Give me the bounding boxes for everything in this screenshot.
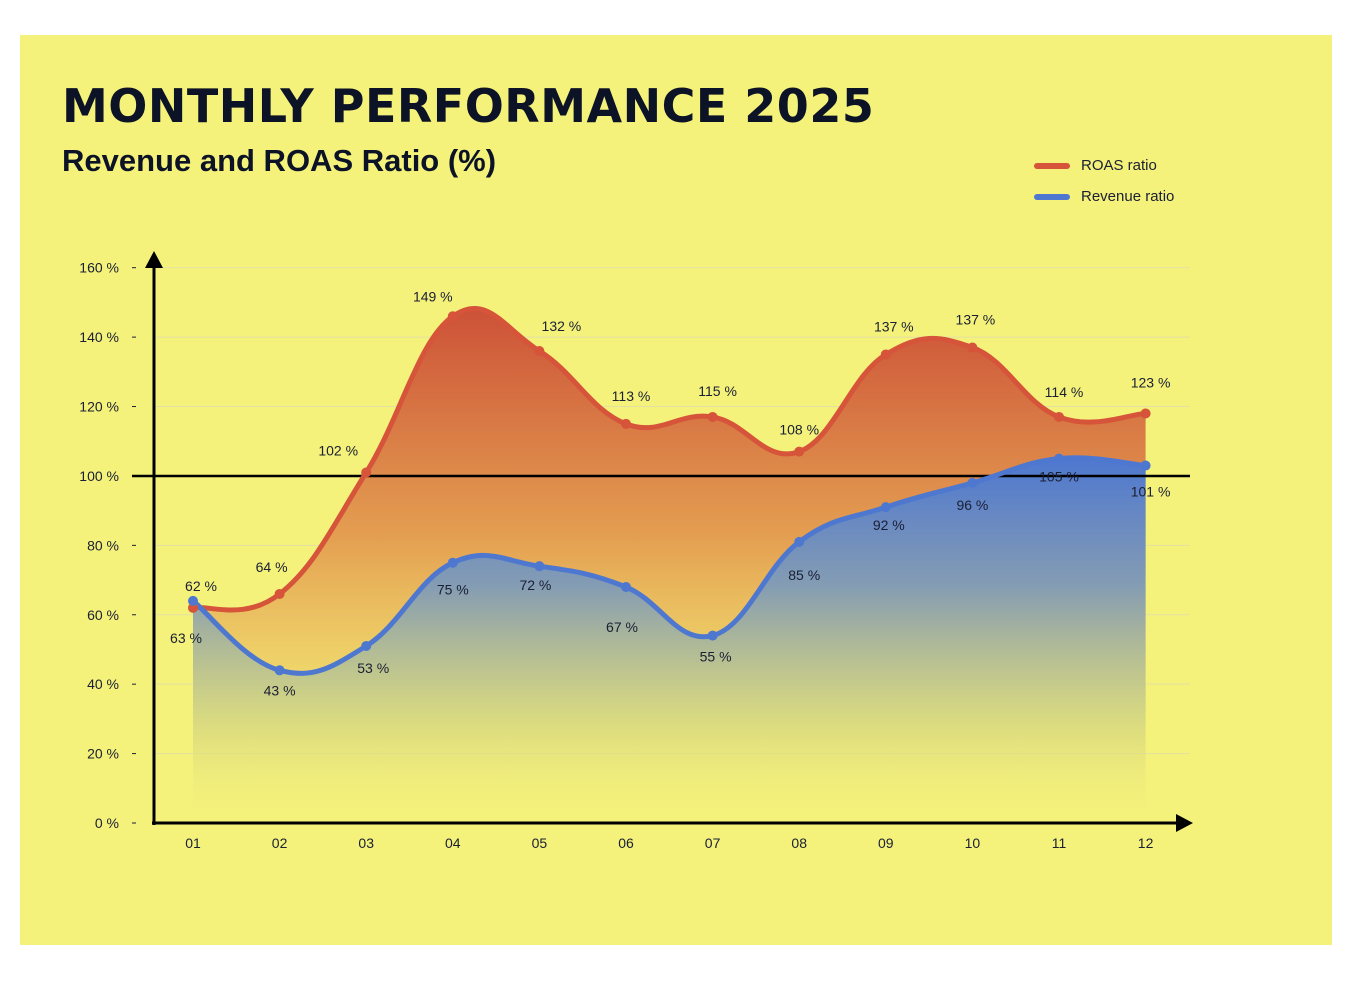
revenue-data-label: 72 % bbox=[519, 577, 551, 593]
revenue-data-label: 105 % bbox=[1039, 469, 1079, 485]
legend-label-roas: ROAS ratio bbox=[1081, 157, 1157, 174]
roas-data-label: 123 % bbox=[1131, 374, 1171, 390]
y-tick-label: 80 % bbox=[87, 537, 119, 553]
revenue-data-label: 85 % bbox=[788, 567, 820, 583]
revenue-data-label: 55 % bbox=[700, 649, 732, 665]
revenue-data-label: 67 % bbox=[606, 619, 638, 635]
revenue-data-label: 43 % bbox=[264, 682, 296, 698]
revenue-data-label: 53 % bbox=[357, 660, 389, 676]
y-tick-label: 20 % bbox=[87, 746, 119, 762]
revenue-data-label: 101 % bbox=[1131, 484, 1171, 500]
roas-point bbox=[1054, 411, 1064, 422]
legend-item-revenue: Revenue ratio bbox=[1034, 181, 1234, 212]
revenue-point bbox=[447, 557, 458, 568]
x-tick-label: 11 bbox=[1052, 835, 1067, 851]
x-tick-label: 05 bbox=[532, 835, 548, 851]
roas-point bbox=[188, 602, 198, 613]
revenue-point bbox=[880, 502, 891, 513]
x-tick-label: 09 bbox=[878, 835, 894, 851]
roas-data-label: 149 % bbox=[413, 288, 453, 304]
revenue-point bbox=[534, 561, 545, 572]
roas-data-label: 102 % bbox=[318, 442, 358, 458]
legend-swatch-revenue bbox=[1034, 193, 1070, 200]
revenue-point bbox=[274, 665, 285, 676]
roas-point bbox=[707, 411, 718, 422]
x-tick-label: 01 bbox=[185, 835, 201, 851]
x-tick-label: 02 bbox=[272, 835, 288, 851]
y-tick-label: 0 % bbox=[95, 815, 119, 831]
roas-data-label: 137 % bbox=[956, 312, 996, 328]
y-tick-label: 120 % bbox=[79, 399, 119, 415]
y-tick-label: 100 % bbox=[79, 468, 119, 484]
roas-point bbox=[967, 342, 978, 353]
y-tick-label: 140 % bbox=[79, 329, 119, 345]
roas-point bbox=[274, 588, 285, 599]
x-tick-label: 12 bbox=[1138, 835, 1154, 851]
legend: ROAS ratio Revenue ratio bbox=[1034, 150, 1234, 212]
roas-point bbox=[1140, 408, 1151, 419]
y-axis-arrow bbox=[145, 251, 163, 268]
revenue-point bbox=[1054, 453, 1064, 464]
roas-data-label: 114 % bbox=[1045, 384, 1084, 400]
x-tick-label: 03 bbox=[358, 835, 374, 851]
roas-point bbox=[794, 446, 805, 457]
revenue-data-label: 75 % bbox=[437, 582, 469, 598]
revenue-point bbox=[361, 640, 372, 651]
roas-data-label: 64 % bbox=[256, 559, 288, 575]
chart-subtitle: Revenue and ROAS Ratio (%) bbox=[62, 143, 497, 178]
revenue-point bbox=[707, 630, 718, 641]
roas-point bbox=[534, 345, 545, 356]
x-tick-label: 04 bbox=[445, 835, 461, 851]
x-tick-label: 10 bbox=[965, 835, 981, 851]
roas-point bbox=[361, 467, 372, 478]
y-tick-label: 40 % bbox=[87, 676, 119, 692]
revenue-point bbox=[794, 536, 805, 547]
revenue-data-label: 63 % bbox=[170, 630, 202, 646]
y-tick-label: 160 % bbox=[79, 260, 119, 276]
roas-point bbox=[447, 311, 458, 322]
revenue-data-label: 92 % bbox=[873, 517, 905, 533]
roas-data-label: 115 % bbox=[698, 383, 737, 399]
legend-item-roas: ROAS ratio bbox=[1034, 150, 1234, 181]
legend-label-revenue: Revenue ratio bbox=[1081, 188, 1175, 205]
roas-data-label: 113 % bbox=[612, 388, 651, 404]
chart-title: MONTHLY PERFORMANCE 2025 bbox=[62, 79, 875, 133]
roas-point bbox=[621, 418, 631, 429]
roas-data-label: 137 % bbox=[874, 318, 914, 334]
revenue-area bbox=[193, 457, 1146, 823]
roas-data-label: 132 % bbox=[542, 318, 582, 334]
revenue-point bbox=[188, 595, 198, 606]
x-axis-arrow bbox=[1176, 814, 1193, 832]
roas-point bbox=[880, 349, 891, 360]
revenue-point bbox=[621, 581, 631, 592]
legend-swatch-roas bbox=[1034, 162, 1070, 169]
revenue-point bbox=[1140, 460, 1151, 471]
revenue-point bbox=[967, 477, 978, 488]
x-tick-label: 07 bbox=[705, 835, 721, 851]
roas-data-label: 108 % bbox=[779, 422, 819, 438]
x-tick-label: 06 bbox=[618, 835, 634, 851]
y-tick-label: 60 % bbox=[87, 607, 119, 623]
revenue-data-label: 96 % bbox=[956, 497, 988, 513]
roas-data-label: 62 % bbox=[185, 578, 217, 594]
x-tick-label: 08 bbox=[791, 835, 807, 851]
